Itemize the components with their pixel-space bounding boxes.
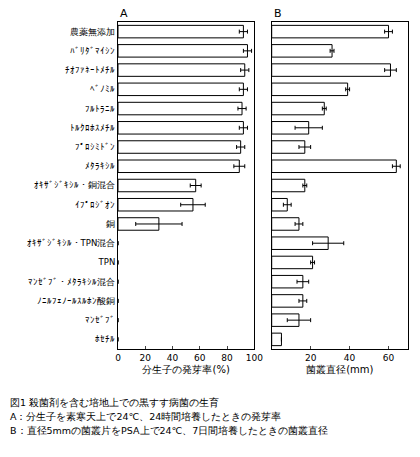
- svg-text:80: 80: [221, 353, 233, 363]
- svg-text:農薬無添加: 農薬無添加: [70, 27, 115, 37]
- svg-text:20: 20: [140, 353, 152, 363]
- svg-text:B: B: [274, 7, 282, 20]
- svg-text:40: 40: [344, 353, 356, 363]
- svg-text:20: 20: [305, 353, 317, 363]
- svg-text:60: 60: [383, 353, 395, 363]
- svg-text:ﾁｵﾌｧﾈｰﾄﾒﾁﾙ: ﾁｵﾌｧﾈｰﾄﾒﾁﾙ: [65, 65, 115, 75]
- svg-text:ﾍﾞﾉﾐﾙ: ﾍﾞﾉﾐﾙ: [90, 84, 115, 94]
- svg-text:40: 40: [167, 353, 179, 363]
- svg-text:ﾎｾﾁﾙ: ﾎｾﾁﾙ: [95, 334, 115, 344]
- svg-text:ｵｷｻﾞｼﾞｷｼﾙ・銅混合: ｵｷｻﾞｼﾞｷｼﾙ・銅混合: [34, 180, 115, 190]
- svg-text:B：直径5mmの菌叢片をPSA上で24℃、7日間培養したとき: B：直径5mmの菌叢片をPSA上で24℃、7日間培養したときの菌叢直径: [10, 425, 328, 436]
- svg-text:図1 殺菌剤を含む培地上での黒すす病菌の生育: 図1 殺菌剤を含む培地上での黒すす病菌の生育: [10, 397, 219, 408]
- svg-text:100: 100: [246, 353, 263, 363]
- svg-text:TPN: TPN: [98, 257, 116, 267]
- svg-text:ﾌﾟﾛｼﾐﾄﾞﾝ: ﾌﾟﾛｼﾐﾄﾞﾝ: [75, 142, 115, 152]
- svg-text:ﾏﾝｾﾞﾌﾞ: ﾏﾝｾﾞﾌﾞ: [85, 315, 115, 325]
- svg-text:菌叢直径(mm): 菌叢直径(mm): [306, 364, 373, 375]
- svg-text:ﾉﾆﾙﾌｪﾉｰﾙｽﾙﾎﾝ酸銅: ﾉﾆﾙﾌｪﾉｰﾙｽﾙﾎﾝ酸銅: [37, 296, 115, 306]
- svg-text:A: A: [120, 7, 128, 20]
- svg-text:分生子の発芽率(%): 分生子の発芽率(%): [142, 364, 229, 375]
- svg-text:A：分生子を素寒天上で24℃、24時間培養したときの発芽率: A：分生子を素寒天上で24℃、24時間培養したときの発芽率: [10, 411, 281, 422]
- svg-text:ﾄﾙｸﾛﾎｽﾒﾁﾙ: ﾄﾙｸﾛﾎｽﾒﾁﾙ: [70, 123, 115, 133]
- svg-text:ﾒﾀﾗｷｼﾙ: ﾒﾀﾗｷｼﾙ: [85, 161, 115, 171]
- svg-text:ｲﾌﾟﾛｼﾞｵﾝ: ｲﾌﾟﾛｼﾞｵﾝ: [75, 200, 115, 210]
- svg-text:ﾊﾞﾘﾀﾞﾏｲｼﾝ: ﾊﾞﾘﾀﾞﾏｲｼﾝ: [70, 46, 115, 56]
- svg-text:ﾏﾝｾﾞﾌﾞ・ﾒﾀﾗｷｼﾙ混合: ﾏﾝｾﾞﾌﾞ・ﾒﾀﾗｷｼﾙ混合: [28, 277, 115, 287]
- svg-text:銅: 銅: [106, 219, 115, 229]
- svg-text:ﾌﾙﾄﾗﾆﾙ: ﾌﾙﾄﾗﾆﾙ: [85, 104, 115, 114]
- svg-text:60: 60: [194, 353, 206, 363]
- svg-text:ｵｷｻﾞｼﾞｷｼﾙ・TPN混合: ｵｷｻﾞｼﾞｷｼﾙ・TPN混合: [27, 238, 116, 248]
- svg-text:0: 0: [115, 353, 121, 363]
